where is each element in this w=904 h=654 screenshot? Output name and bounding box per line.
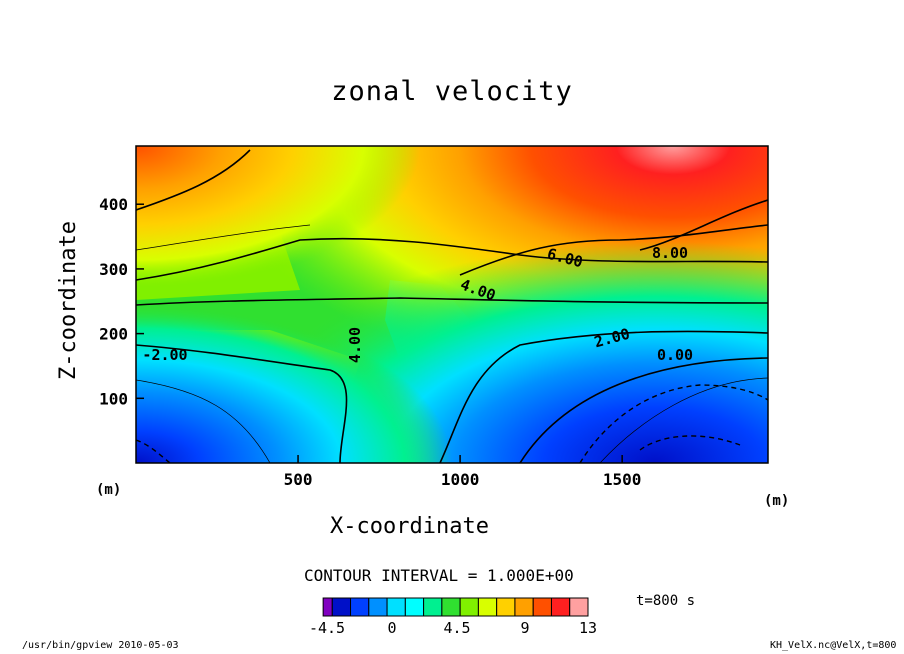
colorbar-swatch	[350, 597, 370, 617]
colorbar-ticks: -4.5 0 4.5 9 13	[309, 619, 597, 637]
colorbar-swatch	[441, 597, 461, 617]
plot-frame	[135, 145, 769, 464]
colorbar-swatch	[496, 597, 516, 617]
x-tick-label: 500	[284, 470, 313, 489]
colorbar-tick-label: 4.5	[443, 619, 470, 637]
contour-label: 8.00	[652, 244, 688, 262]
time-label: t=800 s	[636, 593, 696, 609]
footer-right: KH_VelX.nc@VelX,t=800	[770, 640, 897, 651]
chart-title: zonal velocity	[331, 76, 573, 107]
colorbar-tick-label: 0	[387, 619, 396, 637]
contour-interval: CONTOUR INTERVAL = 1.000E+00	[304, 566, 574, 585]
x-axis: 500 1000 1500	[284, 455, 642, 489]
colorbar	[322, 597, 589, 617]
colorbar-swatch	[368, 597, 388, 617]
colorbar-swatch	[532, 597, 552, 617]
colorbar-swatch	[322, 597, 333, 617]
y-tick-label: 300	[99, 260, 128, 279]
y-unit-label: (m)	[96, 482, 122, 498]
contour-label-text: 4.00	[346, 327, 364, 363]
colorbar-swatch	[477, 597, 498, 617]
colorbar-swatch	[459, 597, 479, 617]
y-axis-label: Z-coordinate	[56, 221, 81, 380]
x-tick-label: 1500	[603, 470, 642, 489]
y-tick-label: 400	[99, 195, 128, 214]
colorbar-tick-label: 13	[579, 619, 597, 637]
colorbar-swatch	[386, 597, 406, 617]
y-tick-label: 100	[99, 389, 128, 408]
colorbar-swatch	[331, 597, 352, 617]
x-tick-label: 1000	[441, 470, 480, 489]
contour-label: 4.00	[346, 327, 364, 363]
colorbar-swatch	[423, 597, 443, 617]
colorbar-swatch	[550, 597, 571, 617]
colorbar-tick-label: -4.5	[309, 619, 345, 637]
contour-fill	[136, 146, 768, 463]
x-axis-label: X-coordinate	[330, 514, 489, 539]
contour-label: 0.00	[657, 346, 693, 364]
colorbar-swatch	[514, 597, 534, 617]
contour-labels: -2.00 4.004.006.00 8.002.000.00	[142, 244, 693, 364]
contour-label-text: -2.00	[142, 346, 187, 364]
y-axis: 100 200 300 400	[99, 195, 144, 408]
footer-left: /usr/bin/gpview 2010-05-03	[22, 640, 179, 651]
colorbar-tick-label: 9	[520, 619, 529, 637]
contour-label-text: 0.00	[657, 346, 693, 364]
x-unit-label: (m)	[764, 493, 790, 509]
y-tick-label: 200	[99, 325, 128, 344]
contour-label-text: 8.00	[652, 244, 688, 262]
colorbar-swatch	[404, 597, 425, 617]
colorbar-swatch	[569, 597, 589, 617]
contour-label: -2.00	[142, 346, 187, 364]
